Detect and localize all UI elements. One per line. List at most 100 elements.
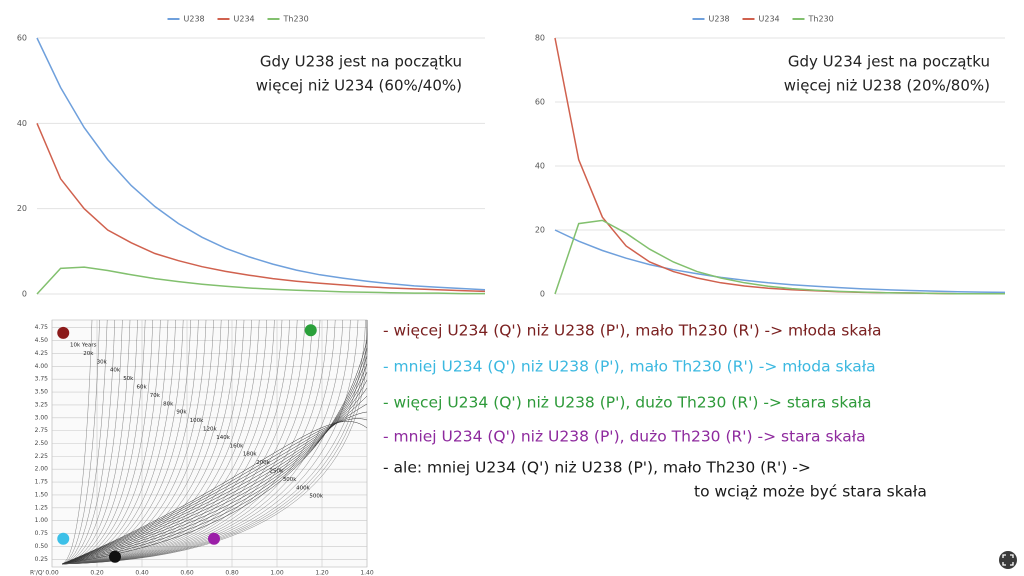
y-tick-label: 60 [535,98,545,107]
isochron-curve [61,319,336,565]
series-line [36,266,485,295]
note-line: - więcej U234 (Q') niż U238 (P'), dużo T… [383,394,871,412]
button-icon [1002,554,1014,566]
growth-curve [61,411,368,565]
growth-curve [61,339,368,565]
x-tick-label: 0.00 [45,570,59,576]
growth-curve [61,363,368,565]
nomogram-curves [61,319,368,565]
annotation: Gdy U238 jest na początku [260,53,462,71]
y-tick-label: 3.75 [35,376,49,383]
x-tick-label: 0.20 [90,570,104,576]
data-point [57,326,70,339]
annotation: więcej niż U238 (20%/80%) [784,77,990,95]
isochron-curve [61,319,305,565]
curve-label: 50k [123,376,134,382]
isochron-curve [61,319,176,565]
series-line [554,229,1006,294]
curve-label: 80k [163,401,174,407]
y-tick-label: 1.00 [35,517,49,524]
y-tick-label: 40 [535,162,545,171]
series-line [36,37,486,291]
legend: U238 U234 Th230 [167,15,309,24]
isochron-curve [61,319,328,565]
data-point [304,324,317,337]
curve-label: 140k [216,435,230,441]
y-tick-label: 20 [17,204,27,213]
y-tick-label: 1.50 [35,491,49,498]
curve-label: 100k [190,418,204,424]
legend-label: U234 [759,15,780,24]
growth-curve [61,403,368,565]
y-tick-label: 4.00 [35,363,49,370]
y-tick-label: 0 [540,290,545,299]
fullscreen-button[interactable] [999,551,1017,569]
y-tick-label: 2.25 [35,453,49,460]
annotation: więcej niż U234 (60%/40%) [256,77,462,95]
isochron-curve [61,319,343,565]
data-point [57,532,70,545]
x-tick-label: 0.60 [180,570,194,576]
curve-label: 500k [309,494,323,500]
isochron-curve [61,319,252,565]
data-point [109,550,121,563]
y-tick-label: 1.25 [35,504,49,511]
x-axis-label: R'/Q' [30,570,45,576]
legend-label: U238 [709,15,730,24]
curve-label: 250k [270,469,284,475]
note-line: - ale: mniej U234 (Q') niż U238 (P'), ma… [383,459,811,477]
legend-label: Th230 [283,15,309,24]
y-tick-label: 0.25 [35,556,49,563]
y-tick-label: 3.25 [35,401,49,408]
growth-curve [61,421,368,565]
note-line: - mniej U234 (Q') niż U238 (P'), dużo Th… [383,428,866,446]
y-tick-label: 1.75 [35,479,49,486]
annotation: Gdy U234 jest na początku [788,53,990,71]
isochron-curve [61,319,368,565]
isochron-curve [61,319,93,565]
y-tick-label: 0.50 [35,543,49,550]
legend: U238 U234 Th230 [692,15,834,24]
curve-label: 60k [137,385,148,391]
y-tick-label: 80 [535,34,545,43]
y-tick-label: 4.75 [35,324,49,331]
isochron-curve [61,319,237,565]
series-line [554,219,1005,295]
x-tick-label: 1.40 [360,570,374,576]
x-tick-label: 0.40 [135,570,149,576]
isochron-curve [61,319,115,565]
growth-curve [61,379,368,565]
legend-label: Th230 [808,15,834,24]
legend-label: U234 [234,15,255,24]
curve-label: 40k [110,368,121,374]
curve-label: 200k [256,460,270,466]
y-tick-label: 0 [22,290,27,299]
growth-curve [61,418,368,565]
isochron-curve [61,319,359,565]
y-tick-label: 4.50 [35,337,49,344]
curve-label: 400k [296,485,310,491]
y-tick-label: 3.50 [35,389,49,396]
growth-curve [61,387,368,565]
isochron-curve [61,319,100,565]
y-tick-label: 2.75 [35,427,49,434]
y-tick-label: 4.25 [35,350,49,357]
y-tick-label: 3.00 [35,414,49,421]
curve-label: 30k [97,359,108,365]
curve-label: 120k [203,427,217,433]
growth-curve [61,395,368,565]
x-tick-label: 0.80 [225,570,239,576]
curve-label: 70k [150,393,161,399]
isochron-curve [61,319,321,565]
legend-label: U238 [184,15,205,24]
growth-curve [61,371,368,565]
y-tick-label: 20 [535,226,545,235]
curve-label: 90k [176,410,187,416]
y-tick-label: 0.75 [35,530,49,537]
curve-label: 300k [283,477,297,483]
button-circle [999,551,1017,569]
note-line: - mniej U234 (Q') niż U238 (P'), mało Th… [383,358,876,376]
isochron-curve [61,319,351,565]
curve-label: 20k [83,351,94,357]
